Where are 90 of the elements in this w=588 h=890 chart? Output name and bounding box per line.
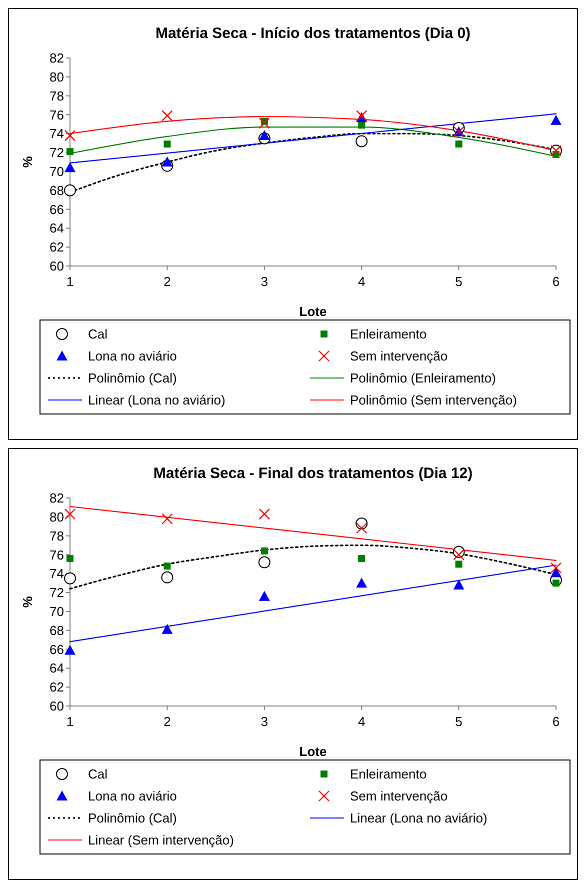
y-tick-label: 66	[50, 642, 64, 657]
point	[550, 114, 562, 125]
y-tick-label: 76	[50, 107, 64, 122]
x-tick-label: 4	[358, 714, 366, 729]
y-tick-label: 78	[50, 88, 64, 104]
y-tick-label: 70	[50, 164, 64, 180]
y-tick-label: 74	[50, 566, 64, 582]
y-tick-label: 78	[50, 528, 64, 544]
point	[455, 140, 462, 148]
x-tick-label: 4	[358, 274, 366, 289]
point	[358, 122, 366, 129]
point	[258, 508, 270, 520]
legend-label: Cal	[88, 766, 108, 782]
point	[453, 549, 464, 560]
legend-label: Polinômio (Enleiramento)	[350, 370, 496, 386]
y-tick-label: 66	[50, 202, 64, 217]
x-tick-label: 3	[260, 274, 268, 289]
x-tick-label: 3	[260, 714, 268, 729]
point	[453, 579, 464, 590]
point	[161, 571, 174, 584]
point	[358, 555, 366, 562]
point	[258, 118, 270, 129]
x-tick-label: 1	[66, 274, 74, 289]
legend-label: Sem intervenção	[350, 788, 448, 804]
point	[356, 522, 368, 534]
y-tick-label: 72	[50, 585, 64, 600]
legend-label: Cal	[88, 326, 108, 342]
y-axis-title: %	[20, 156, 35, 168]
legend-label: Lona no aviário	[88, 788, 177, 804]
point	[550, 567, 562, 578]
point	[260, 547, 268, 554]
point	[66, 148, 74, 156]
y-tick-label: 76	[50, 547, 64, 562]
point	[162, 513, 173, 524]
point	[164, 562, 171, 570]
x-axis-title: Lote	[299, 304, 327, 319]
point	[162, 110, 173, 122]
y-tick-label: 68	[50, 182, 64, 198]
legend-label: Sem intervenção	[350, 348, 448, 364]
point	[162, 156, 173, 166]
y-tick-label: 60	[50, 698, 64, 714]
x-tick-label: 2	[164, 714, 171, 729]
point	[162, 624, 173, 634]
point	[64, 572, 76, 584]
y-tick-label: 80	[50, 69, 64, 84]
point	[258, 556, 270, 568]
x-tick-label: 6	[552, 714, 560, 729]
point	[164, 140, 171, 148]
x-tick-label: 5	[455, 714, 462, 729]
y-tick-label: 60	[50, 258, 64, 274]
x-tick-label: 1	[66, 714, 74, 729]
y-tick-label: 62	[50, 240, 64, 255]
y-tick-label: 72	[50, 145, 64, 160]
legend-label: Polinômio (Cal)	[88, 370, 177, 386]
legend-label: Linear (Lona no aviário)	[88, 392, 226, 408]
chart-title: Matéria Seca - Início dos tratamentos (Dia 0)	[155, 25, 471, 42]
y-tick-label: 64	[50, 660, 64, 676]
legend-label: Polinômio (Sem intervenção)	[350, 392, 517, 408]
point	[64, 162, 76, 172]
y-tick-label: 82	[50, 50, 64, 66]
x-axis-title: Lote	[299, 744, 327, 759]
y-axis-title: %	[20, 596, 35, 608]
y-tick-label: 64	[50, 220, 64, 236]
x-tick-label: 2	[164, 274, 171, 289]
legend-label: Enleiramento	[350, 326, 427, 342]
legend-label: Polinômio (Cal)	[88, 810, 177, 826]
point	[64, 130, 76, 142]
y-tick-label: 70	[50, 604, 64, 620]
legend-label: Enleiramento	[350, 766, 427, 782]
x-tick-label: 5	[455, 274, 462, 289]
chart-title: Matéria Seca - Final dos tratamentos (Dia 12)	[153, 465, 473, 482]
legend-label: Linear (Sem intervenção)	[88, 832, 234, 848]
point	[455, 560, 462, 568]
point	[64, 508, 76, 520]
point	[550, 562, 562, 574]
point	[258, 590, 270, 601]
y-tick-label: 82	[50, 490, 64, 506]
y-tick-label: 80	[50, 509, 64, 524]
point	[66, 555, 74, 562]
y-tick-label: 74	[50, 126, 64, 142]
y-tick-label: 62	[50, 680, 64, 695]
legend-label: Linear (Lona no aviário)	[350, 810, 488, 826]
y-tick-label: 68	[50, 622, 64, 638]
point	[64, 184, 76, 196]
point	[356, 135, 368, 148]
point	[64, 644, 76, 655]
legend-label: Lona no aviário	[88, 348, 177, 364]
point	[356, 578, 368, 588]
point	[258, 130, 270, 140]
x-tick-label: 6	[552, 274, 560, 289]
